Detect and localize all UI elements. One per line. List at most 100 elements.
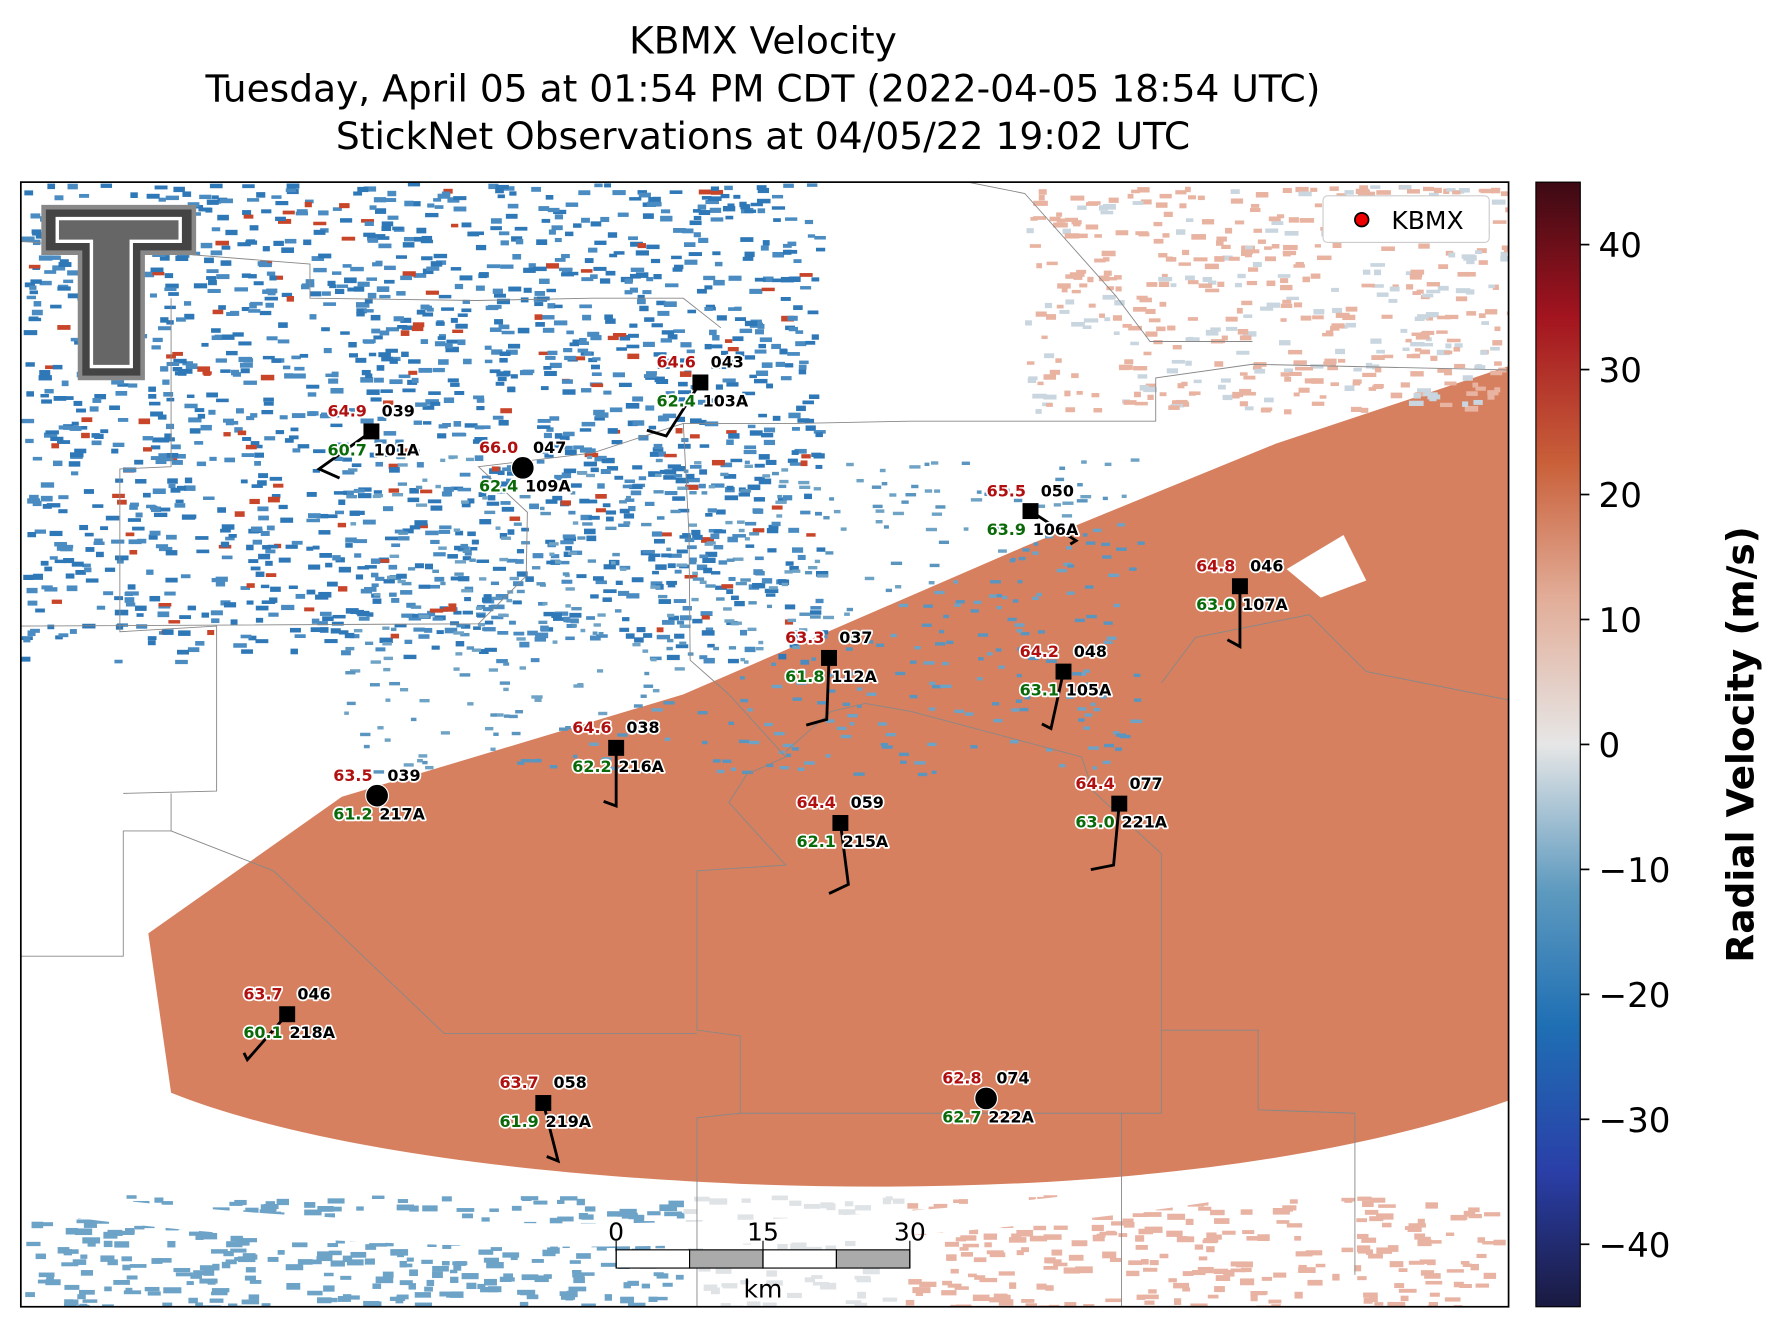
- speckle: [762, 240, 770, 246]
- speckle: [158, 546, 173, 552]
- speckle: [174, 453, 186, 459]
- speckle: [147, 636, 157, 641]
- speckle: [503, 687, 509, 692]
- speckle: [534, 302, 544, 307]
- speckle: [1033, 1225, 1047, 1231]
- speckle: [460, 543, 469, 549]
- speckle: [1175, 190, 1187, 195]
- speckle: [168, 292, 179, 296]
- speckle: [1426, 289, 1441, 294]
- speckle: [494, 319, 504, 325]
- speckle: [1319, 395, 1327, 399]
- speckle: [1483, 1272, 1497, 1279]
- speckle: [1359, 185, 1368, 190]
- speckle: [1314, 203, 1322, 208]
- speckle: [641, 522, 652, 527]
- speckle: [1101, 542, 1111, 547]
- temperature: 63.3: [785, 628, 824, 647]
- speckle: [666, 361, 675, 367]
- speckle: [1222, 255, 1233, 261]
- speckle: [240, 368, 250, 374]
- speckle: [421, 235, 433, 241]
- speckle: [540, 511, 551, 516]
- speckle: [811, 452, 822, 458]
- speckle: [1028, 1197, 1036, 1201]
- speckle: [361, 219, 375, 223]
- dewpoint: 62.4: [479, 477, 518, 496]
- speckle: [705, 627, 714, 633]
- speckle: [385, 348, 398, 353]
- speckle: [394, 623, 407, 628]
- speckle: [450, 1291, 464, 1298]
- speckle: [1241, 300, 1253, 306]
- speckle: [1421, 330, 1435, 335]
- speckle: [554, 560, 562, 564]
- speckle: [484, 359, 493, 364]
- speckle: [559, 435, 570, 441]
- speckle: [210, 1249, 228, 1254]
- speckle: [596, 669, 604, 673]
- speckle: [1168, 405, 1180, 410]
- speckle: [1417, 388, 1432, 394]
- speckle: [1265, 228, 1279, 233]
- speckle: [599, 278, 611, 284]
- speckle: [262, 246, 270, 252]
- speckle: [550, 554, 560, 559]
- speckle: [130, 192, 138, 198]
- speckle: [47, 624, 55, 630]
- speckle: [766, 763, 774, 768]
- speckle: [624, 498, 635, 502]
- speckle: [229, 1201, 243, 1206]
- speckle: [600, 759, 608, 763]
- speckle: [400, 317, 412, 323]
- speckle: [221, 334, 235, 340]
- speckle: [651, 708, 663, 712]
- speckle: [1295, 366, 1309, 371]
- speckle: [877, 722, 887, 726]
- speckle: [1217, 384, 1226, 390]
- speckle: [1445, 343, 1452, 349]
- speckle: [900, 760, 907, 764]
- speckle: [711, 344, 723, 349]
- speckle: [453, 528, 461, 532]
- speckle: [501, 330, 515, 335]
- speckle: [547, 207, 560, 213]
- speckle: [1071, 321, 1085, 327]
- speckle: [671, 361, 680, 366]
- speckle: [194, 408, 205, 413]
- speckle: [136, 624, 148, 629]
- speckle: [242, 210, 252, 216]
- speckle: [211, 1291, 228, 1296]
- speckle: [409, 1269, 418, 1277]
- speckle: [1078, 672, 1087, 676]
- speckle: [683, 1209, 698, 1214]
- speckle: [64, 1284, 80, 1290]
- speckle: [483, 627, 496, 632]
- speckle: [1399, 185, 1412, 190]
- speckle: [1508, 221, 1509, 226]
- speckle: [602, 597, 612, 602]
- speckle: [1159, 392, 1167, 397]
- speckle: [577, 471, 587, 475]
- speckle: [422, 312, 434, 317]
- speckle: [591, 383, 604, 388]
- speckle: [451, 486, 464, 491]
- speckle: [422, 478, 428, 482]
- speckle: [955, 600, 965, 604]
- colorbar-label: Radial Velocity (m/s): [1718, 526, 1762, 963]
- speckle: [689, 557, 697, 563]
- speckle: [1079, 283, 1088, 288]
- speckle: [927, 742, 937, 747]
- speckle: [600, 468, 611, 475]
- speckle: [740, 578, 751, 582]
- speckle: [1025, 320, 1032, 326]
- speckle: [165, 577, 178, 583]
- speckle: [334, 288, 345, 295]
- speckle: [484, 594, 492, 600]
- speckle: [756, 198, 771, 204]
- speckle: [605, 526, 617, 531]
- speckle: [955, 1237, 967, 1242]
- speckle: [678, 397, 686, 402]
- speckle: [382, 1271, 394, 1278]
- speckle: [482, 496, 488, 500]
